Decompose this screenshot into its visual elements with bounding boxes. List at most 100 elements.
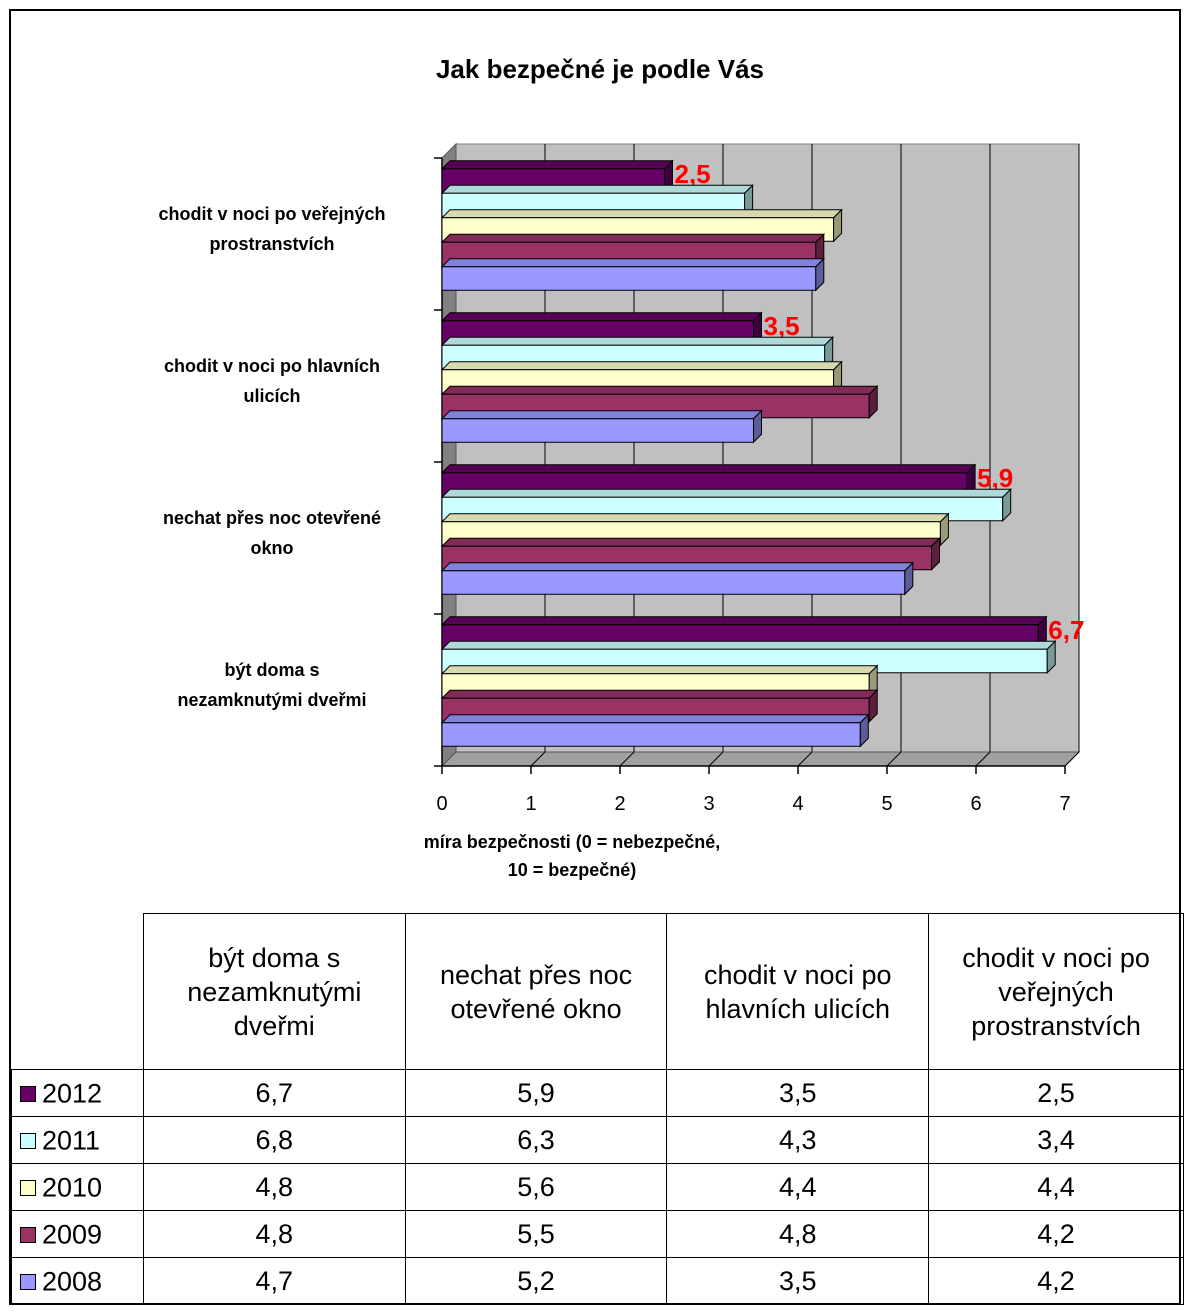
bar-end-face [868, 385, 878, 419]
category-label: okno [251, 538, 294, 558]
bar-top-face [440, 233, 826, 243]
bar-top-face [440, 209, 843, 219]
gridline-floor [886, 751, 902, 767]
bar-top-face [440, 513, 950, 523]
bar-end-face [744, 184, 754, 218]
bar-end-face [664, 159, 673, 194]
bar-end-face [868, 689, 878, 723]
data-label: 5,9 [977, 463, 1013, 493]
bar-end-face [931, 537, 940, 571]
x-tick-label: 1 [525, 793, 536, 815]
x-axis-label-line-1: míra bezpečnosti (0 = nebezpečné, [424, 832, 721, 852]
bar-end-face [753, 311, 762, 346]
gridline-floor [619, 751, 635, 767]
category-label: nechat přes noc otevřené [163, 508, 381, 528]
table-cell: 4,2 [928, 1210, 1184, 1258]
table-year-cell: 2011 [11, 1116, 144, 1164]
bar-end-face [833, 360, 843, 395]
bar-end-face [1046, 640, 1056, 674]
table-cell: 2,5 [928, 1069, 1184, 1117]
gridline-floor [530, 751, 546, 767]
table-cell: 4,4 [666, 1163, 930, 1211]
bar-top-face [440, 640, 1057, 650]
bar-top-face [440, 258, 826, 268]
bar-end-face [815, 233, 825, 267]
plot-layer: 0 1 2 3 4 5 6 7 být doma s nezamknutými dveřmi 6,7… [158, 142, 1084, 815]
category-label: prostranstvích [209, 234, 334, 254]
bar-top-face [440, 184, 754, 194]
gridline-floor [975, 751, 991, 767]
bar-end-face [815, 257, 825, 292]
x-tick-label: 2 [614, 793, 625, 815]
bar-top-face [440, 665, 879, 675]
table-cell: 3,5 [666, 1257, 930, 1305]
bar-top-face [440, 385, 879, 395]
table-cell: 5,2 [404, 1257, 668, 1305]
bar [441, 418, 754, 443]
legend-year-label: 2012 [42, 1078, 103, 1109]
category-label: nezamknutými dveřmi [177, 690, 366, 710]
category-label: chodit v noci po hlavních [164, 356, 380, 376]
bar [441, 266, 817, 291]
table-year-cell: 2012 [11, 1069, 144, 1117]
bar-end-face [833, 208, 843, 243]
bar-top-face [440, 562, 915, 572]
legend-swatch [20, 1179, 36, 1196]
table-header-cell: chodit v noci po veřejných prostranstvíc… [928, 913, 1184, 1070]
table-row: 2009 4,8 5,5 4,8 4,2 [11, 1210, 1184, 1258]
table-cell: 4,7 [142, 1257, 406, 1305]
x-tick-label: 3 [703, 793, 714, 815]
legend-swatch [20, 1085, 36, 1102]
chart-area: Jak bezpečné je podle Vás 0 1 2 3 4 5 6 7 být do… [158, 54, 1084, 880]
legend-year-label: 2011 [42, 1125, 101, 1156]
bar-end-face [824, 336, 834, 370]
table-year-cell: 2010 [11, 1163, 144, 1211]
table-cell: 4,8 [142, 1210, 406, 1258]
table-header-cell: nechat přes noc otevřené okno [404, 913, 668, 1070]
category-label: ulicích [243, 386, 300, 406]
gridline-floor [797, 751, 813, 767]
x-tick-label: 0 [436, 793, 447, 815]
bar [441, 722, 861, 747]
table-cell: 4,8 [142, 1163, 406, 1211]
bar-end-face [966, 463, 976, 498]
bar-end-face [753, 409, 762, 444]
bar-end-face [859, 713, 869, 748]
table-cell: 4,4 [928, 1163, 1184, 1211]
legend-year-label: 2009 [42, 1219, 103, 1250]
table-header-cell: chodit v noci po hlavních ulicích [666, 913, 930, 1070]
gridline-floor [708, 751, 724, 767]
bar-top-face [440, 714, 870, 724]
bar-top-face [440, 410, 763, 420]
legend-year-label: 2010 [42, 1172, 103, 1203]
bar-top-face [440, 464, 977, 474]
legend-swatch [20, 1226, 36, 1243]
table-header-cell: být doma s nezamknutými dveřmi [142, 913, 406, 1070]
x-tick-label: 4 [792, 793, 803, 815]
bar-top-face [440, 616, 1048, 626]
table-header-row: být doma s nezamknutými dveřmi nechat pře… [11, 913, 1184, 1070]
table-year-cell: 2009 [11, 1210, 144, 1258]
table-cell: 5,9 [404, 1069, 668, 1117]
chart-title: Jak bezpečné je podle Vás [436, 54, 764, 84]
bar-top-face [440, 160, 674, 170]
table-row: 2012 6,7 5,9 3,5 2,5 [11, 1069, 1184, 1117]
data-table: být doma s nezamknutými dveřmi nechat pře… [11, 913, 1184, 1305]
table-cell: 4,2 [928, 1257, 1184, 1305]
bar-end-face [868, 664, 878, 699]
data-label: 3,5 [764, 311, 800, 341]
data-label: 2,5 [675, 159, 711, 189]
table-year-cell: 2008 [11, 1257, 144, 1305]
table-row: 2008 4,7 5,2 3,5 4,2 [11, 1257, 1184, 1305]
bar-end-face [1002, 488, 1012, 522]
bar-top-face [440, 361, 843, 371]
x-axis-label-line-2: 10 = bezpečné) [508, 860, 637, 880]
legend-swatch [20, 1132, 36, 1149]
x-tick-label: 7 [1059, 793, 1070, 815]
x-tick-label: 6 [970, 793, 981, 815]
bar-top-face [440, 336, 834, 346]
table-cell: 3,5 [666, 1069, 930, 1117]
bar-top-face [440, 312, 763, 322]
legend-year-label: 2008 [42, 1266, 103, 1297]
table-row: 2010 4,8 5,6 4,4 4,4 [11, 1163, 1184, 1211]
